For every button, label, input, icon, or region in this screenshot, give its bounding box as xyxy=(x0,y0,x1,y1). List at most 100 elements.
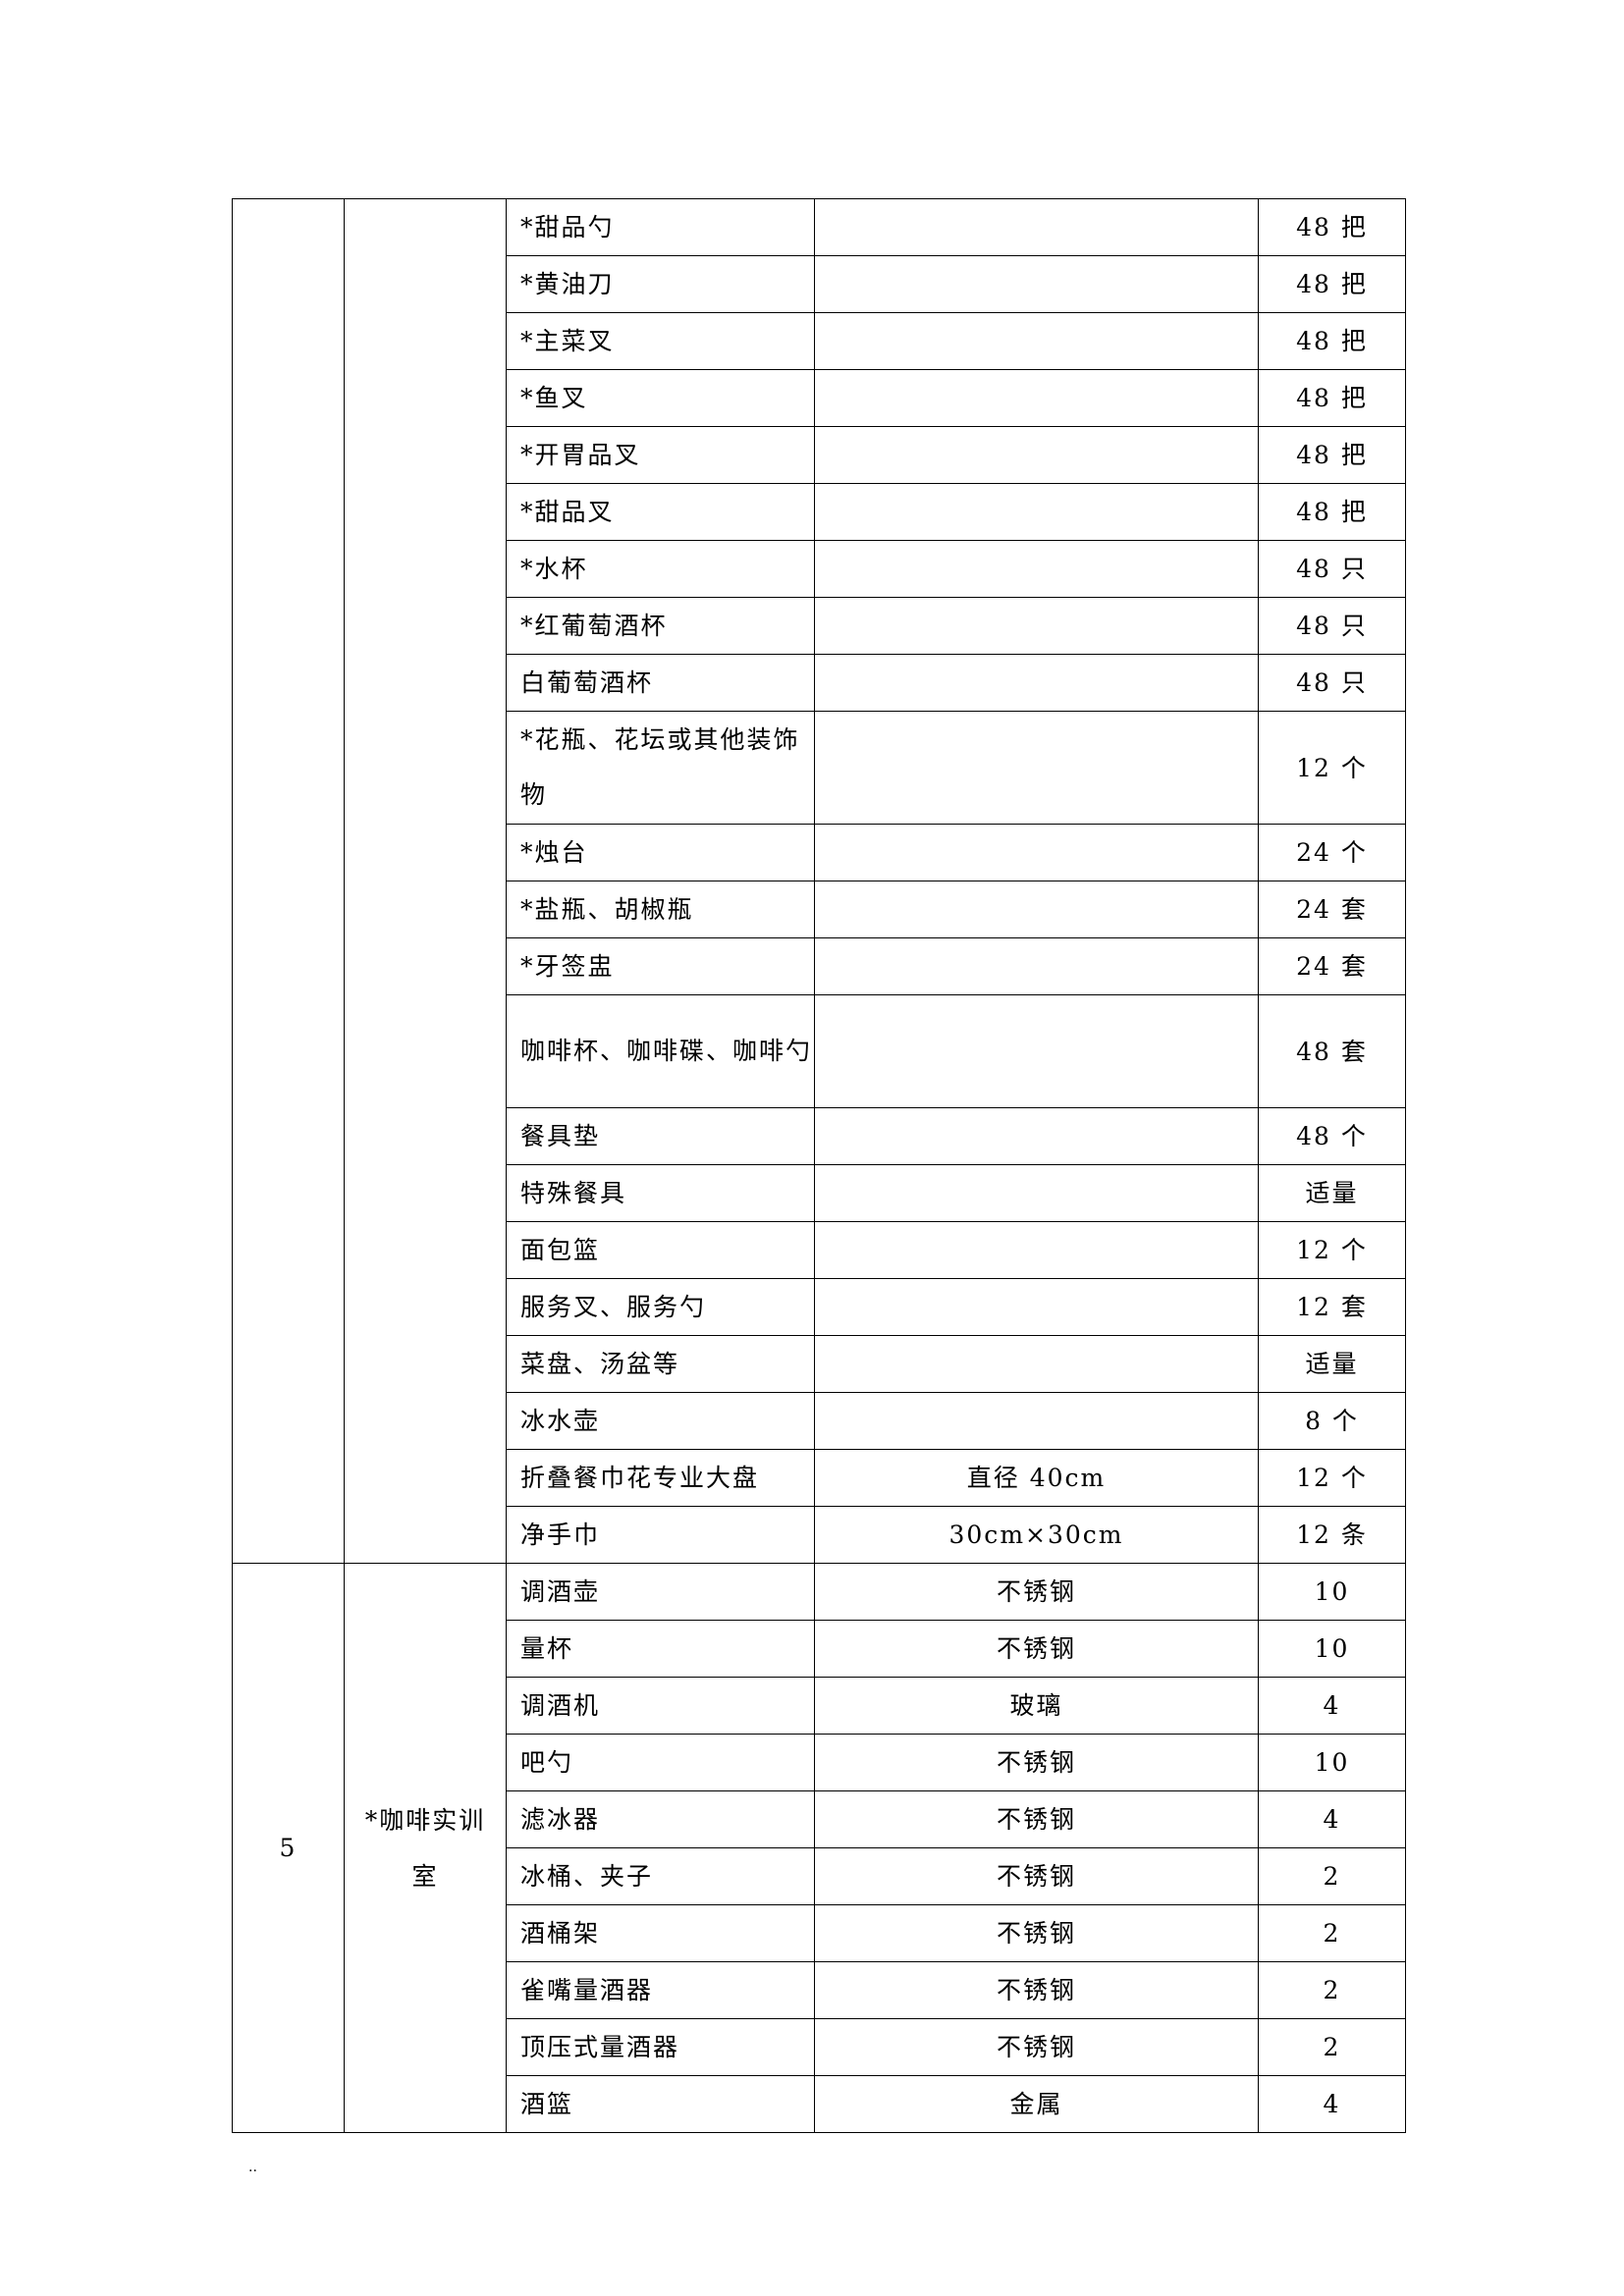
item-quantity: 12 个 xyxy=(1258,711,1406,825)
item-quantity: 2 xyxy=(1258,1847,1406,1905)
item-spec: 30cm×30cm xyxy=(814,1506,1259,1564)
item-spec xyxy=(814,881,1259,938)
item-name: 调酒壶 xyxy=(506,1563,815,1621)
item-quantity: 48 把 xyxy=(1258,312,1406,370)
item-name: 面包篮 xyxy=(506,1221,815,1279)
item-spec xyxy=(814,1221,1259,1279)
item-quantity: 4 xyxy=(1258,2075,1406,2133)
item-name: 特殊餐具 xyxy=(506,1164,815,1222)
item-name: *黄油刀 xyxy=(506,255,815,313)
table-row: 冰桶、夹子 不锈钢 2 xyxy=(233,1847,1406,1905)
item-quantity: 12 个 xyxy=(1258,1449,1406,1507)
section-number xyxy=(232,198,345,1564)
item-spec xyxy=(814,1335,1259,1393)
item-quantity: 48 把 xyxy=(1258,369,1406,427)
equipment-table: *甜品勺 48 把 *黄油刀 48 把 *主菜叉 48 把 *鱼叉 48 把 *开胃品叉 48 把… xyxy=(232,198,1406,2133)
table-row: *开胃品叉 48 把 xyxy=(233,426,1406,484)
item-spec: 不锈钢 xyxy=(814,1790,1259,1848)
item-spec xyxy=(814,483,1259,541)
item-spec xyxy=(814,312,1259,370)
item-quantity: 48 把 xyxy=(1258,198,1406,256)
item-quantity: 12 个 xyxy=(1258,1221,1406,1279)
item-name: *主菜叉 xyxy=(506,312,815,370)
item-quantity: 48 把 xyxy=(1258,483,1406,541)
table-row: 服务叉、服务勺 12 套 xyxy=(233,1278,1406,1336)
item-quantity: 48 把 xyxy=(1258,255,1406,313)
item-name: *甜品勺 xyxy=(506,198,815,256)
item-spec: 不锈钢 xyxy=(814,1961,1259,2019)
item-quantity: 8 个 xyxy=(1258,1392,1406,1450)
item-quantity: 48 只 xyxy=(1258,654,1406,712)
item-name: 吧勺 xyxy=(506,1734,815,1791)
item-name: *烛台 xyxy=(506,824,815,881)
item-name: 餐具垫 xyxy=(506,1107,815,1165)
item-name: *牙签盅 xyxy=(506,937,815,995)
item-name: 顶压式量酒器 xyxy=(506,2018,815,2076)
item-spec xyxy=(814,597,1259,655)
item-quantity: 24 个 xyxy=(1258,824,1406,881)
item-name: 冰桶、夹子 xyxy=(506,1847,815,1905)
item-name: 折叠餐巾花专业大盘 xyxy=(506,1449,815,1507)
item-spec xyxy=(814,198,1259,256)
item-quantity: 12 条 xyxy=(1258,1506,1406,1564)
item-name: 菜盘、汤盆等 xyxy=(506,1335,815,1393)
item-quantity: 4 xyxy=(1258,1677,1406,1735)
item-quantity: 48 套 xyxy=(1258,994,1406,1108)
table-row: *甜品勺 48 把 xyxy=(232,198,1406,1564)
item-name: 酒桶架 xyxy=(506,1904,815,1962)
table-row: 雀嘴量酒器 不锈钢 2 xyxy=(233,1961,1406,2019)
item-spec xyxy=(814,994,1259,1108)
item-name: *开胃品叉 xyxy=(506,426,815,484)
table-row: 折叠餐巾花专业大盘 直径 40cm 12 个 xyxy=(233,1449,1406,1507)
item-spec: 不锈钢 xyxy=(814,1620,1259,1678)
item-quantity: 10 xyxy=(1258,1734,1406,1791)
item-name: *花瓶、花坛或其他装饰物 xyxy=(506,711,815,825)
item-spec xyxy=(814,824,1259,881)
item-name: 白葡萄酒杯 xyxy=(506,654,815,712)
table-row: 酒桶架 不锈钢 2 xyxy=(233,1904,1406,1962)
item-spec: 不锈钢 xyxy=(814,2018,1259,2076)
item-name: *盐瓶、胡椒瓶 xyxy=(506,881,815,938)
item-spec xyxy=(814,1278,1259,1336)
table-row: 菜盘、汤盆等 适量 xyxy=(233,1335,1406,1393)
item-quantity: 48 只 xyxy=(1258,597,1406,655)
item-spec xyxy=(814,255,1259,313)
item-name: 净手巾 xyxy=(506,1506,815,1564)
item-spec xyxy=(814,937,1259,995)
item-quantity: 适量 xyxy=(1258,1164,1406,1222)
item-quantity: 48 把 xyxy=(1258,426,1406,484)
item-spec xyxy=(814,1392,1259,1450)
table-row: 餐具垫 48 个 xyxy=(233,1107,1406,1165)
item-quantity: 12 套 xyxy=(1258,1278,1406,1336)
item-name: 酒篮 xyxy=(506,2075,815,2133)
item-spec xyxy=(814,540,1259,598)
item-spec xyxy=(814,369,1259,427)
table-row: 量杯 不锈钢 10 xyxy=(233,1620,1406,1678)
table-row: *烛台 24 个 xyxy=(233,824,1406,881)
item-spec: 不锈钢 xyxy=(814,1734,1259,1791)
item-quantity: 适量 xyxy=(1258,1335,1406,1393)
table-row: *红葡萄酒杯 48 只 xyxy=(233,597,1406,655)
table-row: *盐瓶、胡椒瓶 24 套 xyxy=(233,881,1406,938)
table-row: 酒篮 金属 4 xyxy=(233,2075,1406,2133)
item-spec xyxy=(814,654,1259,712)
item-spec: 不锈钢 xyxy=(814,1847,1259,1905)
item-quantity: 48 只 xyxy=(1258,540,1406,598)
table-row: 滤冰器 不锈钢 4 xyxy=(233,1790,1406,1848)
item-spec: 不锈钢 xyxy=(814,1904,1259,1962)
item-spec: 玻璃 xyxy=(814,1677,1259,1735)
table-row: 顶压式量酒器 不锈钢 2 xyxy=(233,2018,1406,2076)
item-name: 调酒机 xyxy=(506,1677,815,1735)
room-name xyxy=(344,198,507,1564)
table-row: *花瓶、花坛或其他装饰物 12 个 xyxy=(233,711,1406,825)
item-name: *鱼叉 xyxy=(506,369,815,427)
item-name: 咖啡杯、咖啡碟、咖啡勺 xyxy=(506,994,815,1108)
item-name: *水杯 xyxy=(506,540,815,598)
item-spec xyxy=(814,1164,1259,1222)
item-spec xyxy=(814,426,1259,484)
table-row: 5 *咖啡实训室 调酒壶 不锈钢 10 xyxy=(232,1563,1406,2133)
table-row: 咖啡杯、咖啡碟、咖啡勺 48 套 xyxy=(233,994,1406,1108)
item-quantity: 4 xyxy=(1258,1790,1406,1848)
table-row: 吧勺 不锈钢 10 xyxy=(233,1734,1406,1791)
item-name: 滤冰器 xyxy=(506,1790,815,1848)
